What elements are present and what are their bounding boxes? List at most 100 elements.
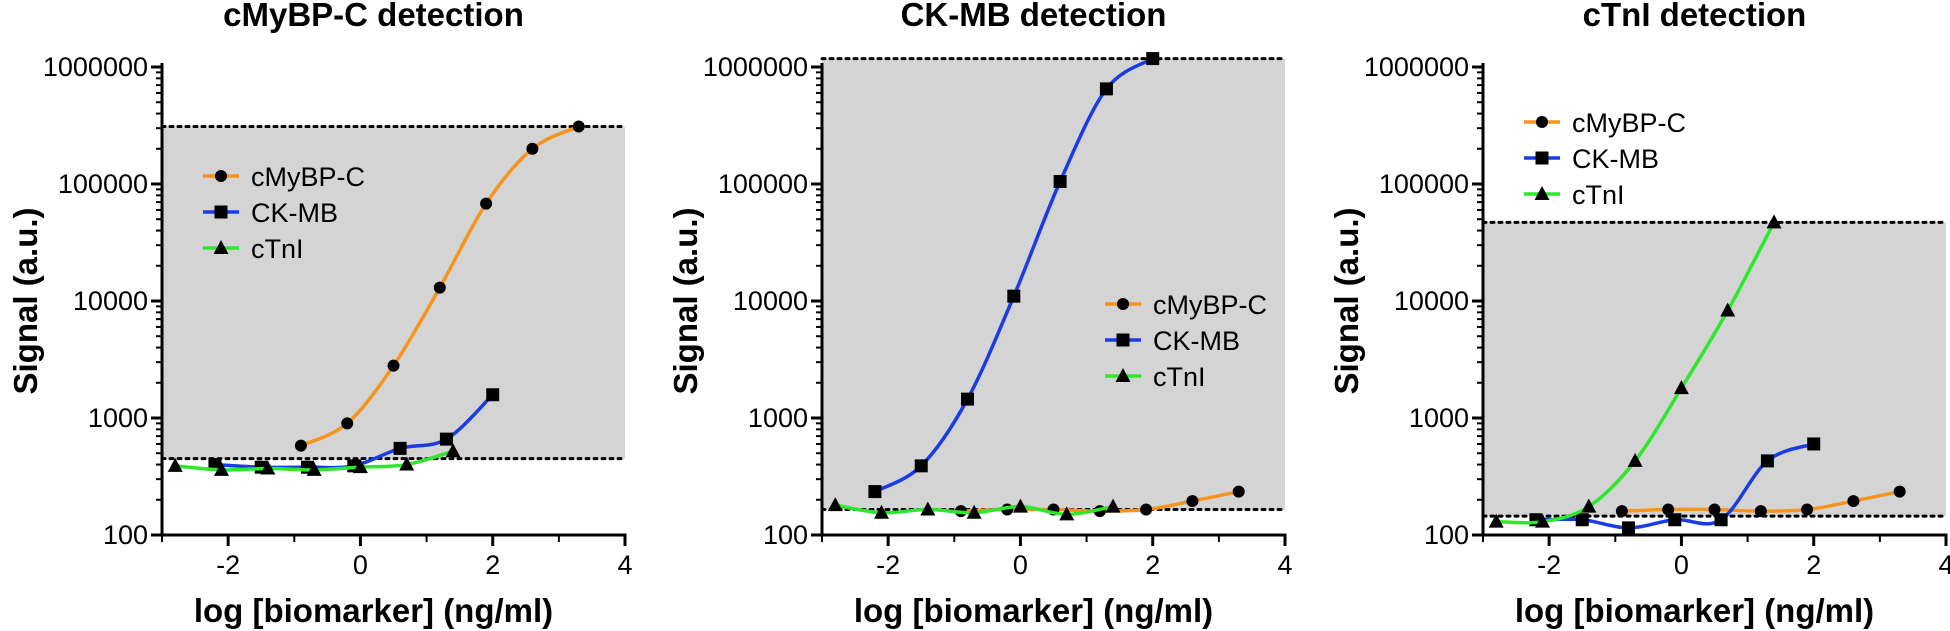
y-tick-label: 1000 xyxy=(88,403,148,433)
chart-title: cTnI detection xyxy=(1583,0,1807,33)
legend-marker xyxy=(1116,333,1130,347)
series-cmybp-c xyxy=(1615,485,1906,518)
data-point xyxy=(1053,175,1067,189)
data-point xyxy=(486,388,500,402)
data-point xyxy=(1801,503,1814,516)
legend-label: cTnI xyxy=(1153,362,1206,392)
x-tick-label: 4 xyxy=(1277,550,1292,580)
data-point xyxy=(1893,485,1906,498)
chart-title: cMyBP-C detection xyxy=(223,0,524,33)
legend: cMyBP-C CK-MB cTnI xyxy=(203,162,365,264)
data-point xyxy=(387,359,400,372)
y-tick-label: 100000 xyxy=(58,169,148,199)
data-point xyxy=(1146,52,1160,66)
x-tick-label: 0 xyxy=(1674,550,1689,580)
data-point xyxy=(1012,498,1028,513)
data-point xyxy=(1059,506,1075,521)
data-point xyxy=(1708,503,1721,516)
data-point xyxy=(1847,495,1860,508)
data-point xyxy=(1186,495,1199,508)
data-point xyxy=(352,459,368,474)
data-point xyxy=(914,459,928,473)
data-point xyxy=(399,456,415,471)
legend-label: cTnI xyxy=(1572,180,1625,210)
data-point xyxy=(1007,289,1021,303)
data-point xyxy=(480,197,493,210)
data-point xyxy=(1720,302,1736,317)
chart-panel-3: cTnI detection 100 1000 10000 100000 1000000 -… xyxy=(1328,0,1950,629)
y-tick-label: 100 xyxy=(763,520,808,550)
y-tick-label: 10000 xyxy=(1394,286,1469,316)
data-point xyxy=(961,392,975,406)
data-point xyxy=(1575,513,1589,527)
data-point xyxy=(1627,452,1643,467)
data-point xyxy=(294,439,307,452)
y-axis-title: Signal (a.u.) xyxy=(1328,207,1365,394)
series-cmybp-c xyxy=(294,120,585,452)
y-tick-label: 100 xyxy=(103,520,148,550)
legend-marker xyxy=(1117,298,1129,310)
x-tick-label: 2 xyxy=(1806,550,1821,580)
legend-marker xyxy=(214,205,228,219)
x-axis-title: log [biomarker] (ng/ml) xyxy=(1515,592,1874,629)
data-point xyxy=(1535,513,1551,528)
y-tick-label: 1000000 xyxy=(1364,52,1469,82)
y-tick-label: 1000000 xyxy=(703,52,808,82)
data-point xyxy=(827,497,843,512)
chart-panel-2: CK-MB detection 100 1000 10000 100000 1000000… xyxy=(667,0,1293,629)
series-ck-mb xyxy=(1529,437,1821,535)
data-point xyxy=(1099,82,1113,96)
data-point xyxy=(526,142,539,155)
y-axis-title: Signal (a.u.) xyxy=(7,207,44,394)
x-tick-label: -2 xyxy=(216,550,240,580)
legend-marker xyxy=(1115,368,1131,382)
y-axis-title: Signal (a.u.) xyxy=(667,207,704,394)
data-point xyxy=(868,485,882,499)
legend-label: cMyBP-C xyxy=(1153,290,1267,320)
series-ctni xyxy=(167,443,461,476)
y-tick-label: 10000 xyxy=(73,286,148,316)
series-ctni xyxy=(1488,214,1782,528)
data-point xyxy=(572,120,585,133)
y-tick-label: 1000000 xyxy=(43,52,148,82)
data-point xyxy=(1581,498,1597,513)
series-ck-mb xyxy=(868,52,1160,499)
x-tick-label: 4 xyxy=(617,550,632,580)
y-tick-label: 1000 xyxy=(748,403,808,433)
detection-range-shade xyxy=(162,126,625,459)
data-point xyxy=(214,461,230,476)
data-point xyxy=(260,460,276,475)
data-point xyxy=(1622,521,1636,535)
data-point xyxy=(966,504,982,519)
chart-title: CK-MB detection xyxy=(901,0,1167,33)
data-point xyxy=(1766,214,1782,229)
legend-label: CK-MB xyxy=(251,198,338,228)
data-point xyxy=(1673,380,1689,395)
data-point xyxy=(1760,454,1774,468)
legend-marker xyxy=(1536,116,1548,128)
x-axis-title: log [biomarker] (ng/ml) xyxy=(854,592,1213,629)
data-point xyxy=(1714,513,1728,527)
series-ctni xyxy=(827,497,1121,521)
legend-marker xyxy=(215,170,227,182)
legend-marker xyxy=(1534,186,1550,200)
data-point xyxy=(1754,505,1767,518)
data-point xyxy=(433,281,446,294)
y-tick-label: 100 xyxy=(1424,520,1469,550)
x-tick-label: 0 xyxy=(1013,550,1028,580)
data-point xyxy=(445,443,461,458)
data-point xyxy=(393,441,407,455)
legend-marker xyxy=(213,240,229,254)
x-tick-label: -2 xyxy=(1537,550,1561,580)
x-axis-title: log [biomarker] (ng/ml) xyxy=(194,592,553,629)
data-point xyxy=(1105,498,1121,513)
x-tick-label: 0 xyxy=(353,550,368,580)
detection-range-shade xyxy=(1483,222,1946,517)
legend-label: cMyBP-C xyxy=(251,162,365,192)
chart-panel-1: cMyBP-C detection 100 1000 10000 100000 10000… xyxy=(7,0,633,629)
y-tick-label: 10000 xyxy=(733,286,808,316)
data-point xyxy=(1662,503,1675,516)
data-point xyxy=(874,504,890,519)
x-tick-label: -2 xyxy=(876,550,900,580)
